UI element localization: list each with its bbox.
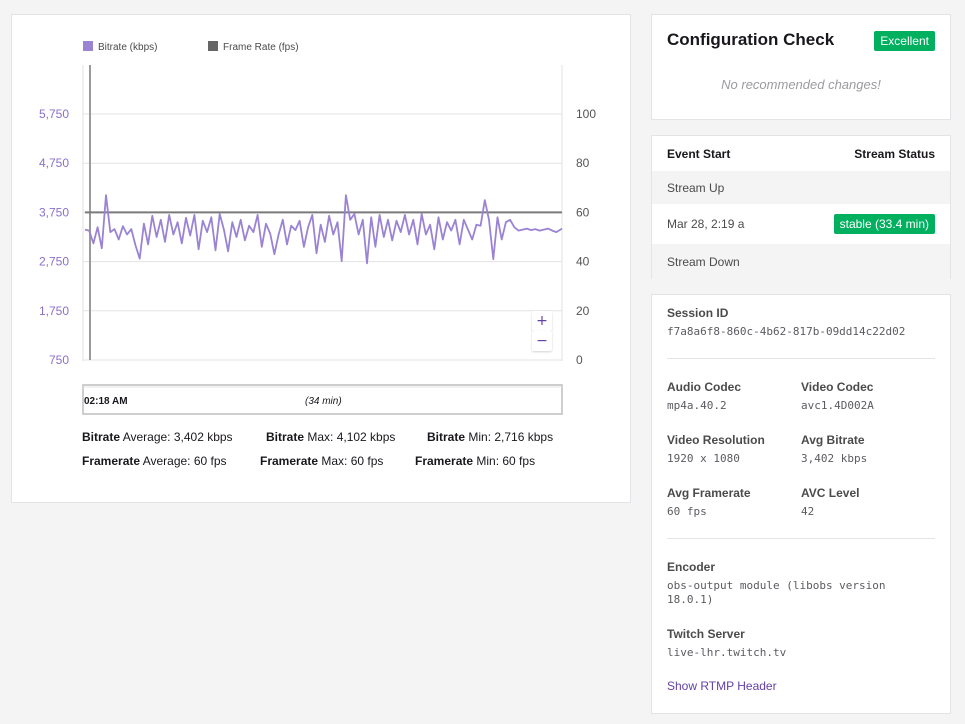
event-start-time: Mar 28, 2:19 a bbox=[667, 217, 745, 231]
video-resolution-label: Video Resolution bbox=[667, 433, 765, 447]
legend-label-framerate[interactable]: Frame Rate (fps) bbox=[223, 42, 299, 53]
right-axis-tick-label: 60 bbox=[576, 205, 590, 219]
left-axis-tick-label: 2,750 bbox=[39, 255, 69, 269]
zoom-out-button[interactable]: − bbox=[532, 331, 552, 351]
twitch-server-label: Twitch Server bbox=[667, 627, 745, 641]
events-header-row: Event Start Stream Status bbox=[652, 136, 950, 171]
left-axis-tick-label: 5,750 bbox=[39, 107, 69, 121]
encoder-value: obs-output module (libobs version 18.0.1… bbox=[667, 579, 886, 607]
stream-events-panel: Event Start Stream Status Stream Up Mar … bbox=[651, 135, 951, 279]
right-axis-tick-label: 80 bbox=[576, 156, 590, 170]
stream-status-badge: stable (33.4 min) bbox=[833, 214, 935, 234]
video-codec-value: avc1.4D002A bbox=[801, 399, 874, 412]
event-stream-up-row: Stream Up bbox=[652, 171, 950, 204]
twitch-server-value: live-lhr.twitch.tv bbox=[667, 646, 787, 659]
chart-legend: Bitrate (kbps) Frame Rate (fps) bbox=[83, 41, 299, 53]
stat-value: Average: 60 fps bbox=[142, 454, 227, 468]
section-divider bbox=[667, 358, 935, 359]
stat-value: Min: 60 fps bbox=[476, 454, 536, 468]
column-stream-status: Stream Status bbox=[854, 146, 935, 161]
left-axis-tick-label: 4,750 bbox=[39, 156, 69, 170]
legend-swatch-bitrate bbox=[83, 41, 93, 51]
configuration-status-badge: Excellent bbox=[874, 31, 935, 51]
bitrate-framerate-chart: Bitrate (kbps) Frame Rate (fps) 5,750 4,7… bbox=[39, 41, 596, 415]
configuration-check-title: Configuration Check bbox=[667, 30, 835, 49]
video-resolution-value: 1920 x 1080 bbox=[667, 452, 740, 465]
event-stream-up-label: Stream Up bbox=[667, 180, 725, 195]
left-axis-tick-label: 750 bbox=[49, 353, 69, 367]
configuration-message: No recommended changes! bbox=[721, 77, 881, 92]
stat-label: Framerate bbox=[260, 454, 319, 468]
event-stream-down-row: Stream Down bbox=[652, 244, 950, 279]
avg-framerate-label: Avg Framerate bbox=[667, 486, 751, 500]
session-id-value: f7a8a6f8-860c-4b62-817b-09dd14c22d02 bbox=[667, 325, 906, 338]
left-axis-ticks: 5,750 4,750 3,750 2,750 1,750 750 bbox=[39, 107, 69, 367]
legend-label-bitrate[interactable]: Bitrate (kbps) bbox=[98, 42, 157, 53]
stream-chart-panel: Bitrate (kbps) Frame Rate (fps) 5,750 4,7… bbox=[11, 14, 631, 503]
stat-value: Max: 4,102 kbps bbox=[307, 430, 396, 444]
avc-level-label: AVC Level bbox=[801, 486, 860, 500]
encoder-value-line-1: obs-output module (libobs version bbox=[667, 579, 886, 592]
time-navigator[interactable]: 02:18 AM (34 min) bbox=[82, 384, 563, 415]
right-axis-tick-label: 100 bbox=[576, 107, 596, 121]
stat-label: Bitrate bbox=[266, 430, 305, 444]
framerate-min: Framerate Min: 60 fps bbox=[415, 454, 535, 468]
left-axis-tick-label: 3,750 bbox=[39, 205, 69, 219]
session-id-label: Session ID bbox=[667, 306, 729, 320]
event-stream-down-label: Stream Down bbox=[667, 254, 740, 269]
right-axis-ticks: 100 80 60 40 20 0 bbox=[576, 107, 596, 367]
configuration-check-panel: Configuration Check Excellent No recomme… bbox=[651, 14, 951, 120]
right-axis-tick-label: 40 bbox=[576, 255, 590, 269]
stat-value: Min: 2,716 kbps bbox=[468, 430, 554, 444]
event-session-row[interactable]: Mar 28, 2:19 a stable (33.4 min) bbox=[652, 204, 950, 244]
audio-codec-label: Audio Codec bbox=[667, 380, 741, 394]
video-codec-label: Video Codec bbox=[801, 380, 874, 394]
navigator-start-time: 02:18 AM bbox=[84, 396, 128, 407]
avg-framerate-value: 60 fps bbox=[667, 505, 707, 518]
stat-value: Average: 3,402 kbps bbox=[122, 430, 233, 444]
column-event-start: Event Start bbox=[667, 146, 731, 161]
stat-label: Framerate bbox=[82, 454, 141, 468]
framerate-average: Framerate Average: 60 fps bbox=[82, 454, 227, 468]
left-axis-tick-label: 1,750 bbox=[39, 304, 69, 318]
stat-label: Framerate bbox=[415, 454, 474, 468]
navigator-duration: (34 min) bbox=[305, 396, 342, 407]
stat-label: Bitrate bbox=[82, 430, 121, 444]
framerate-max: Framerate Max: 60 fps bbox=[260, 454, 383, 468]
right-axis-tick-label: 0 bbox=[576, 353, 583, 367]
audio-codec-value: mp4a.40.2 bbox=[667, 399, 727, 412]
section-divider bbox=[667, 538, 935, 539]
zoom-in-button[interactable]: + bbox=[532, 311, 552, 331]
avg-bitrate-value: 3,402 kbps bbox=[801, 452, 868, 465]
encoder-label: Encoder bbox=[667, 560, 716, 574]
stat-value: Max: 60 fps bbox=[321, 454, 384, 468]
encoder-value-line-2: 18.0.1) bbox=[667, 593, 714, 606]
avc-level-value: 42 bbox=[801, 505, 815, 518]
right-axis-tick-label: 20 bbox=[576, 304, 590, 318]
bitrate-max: Bitrate Max: 4,102 kbps bbox=[266, 430, 395, 444]
bitrate-series-line bbox=[84, 194, 563, 265]
legend-swatch-framerate bbox=[208, 41, 218, 51]
avg-bitrate-label: Avg Bitrate bbox=[801, 433, 865, 447]
session-details-panel: Session ID f7a8a6f8-860c-4b62-817b-09dd1… bbox=[651, 294, 951, 714]
stat-label: Bitrate bbox=[427, 430, 466, 444]
bitrate-average: Bitrate Average: 3,402 kbps bbox=[82, 430, 233, 444]
navigator-frame[interactable] bbox=[82, 384, 563, 415]
show-rtmp-header-link[interactable]: Show RTMP Header bbox=[667, 679, 777, 693]
bitrate-min: Bitrate Min: 2,716 kbps bbox=[427, 430, 553, 444]
